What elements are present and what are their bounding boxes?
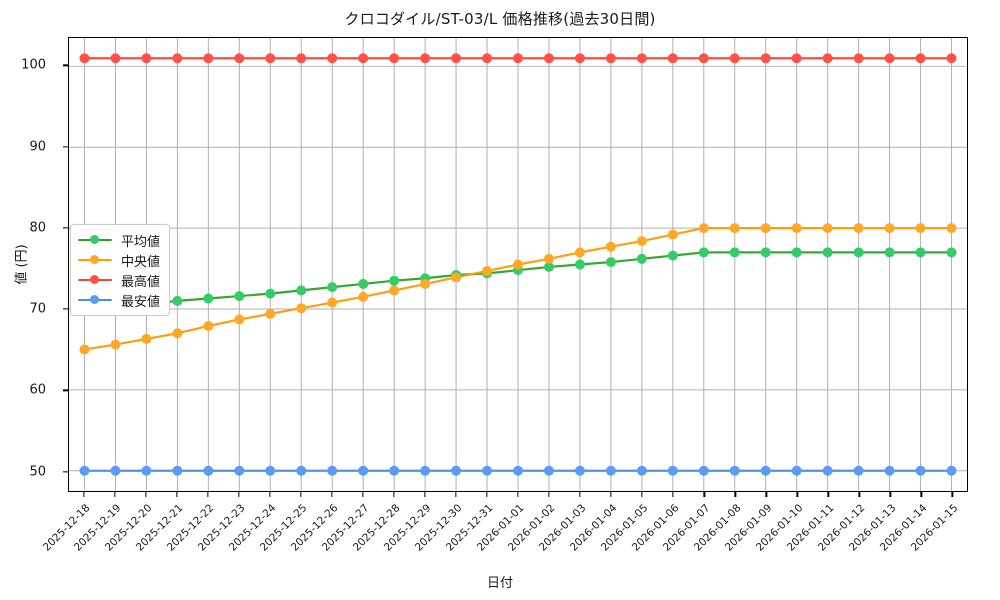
- x-axis-tick-mark: [796, 492, 798, 497]
- legend-item-4[interactable]: 最安値: [78, 290, 160, 310]
- x-axis-tick-mark: [858, 492, 861, 497]
- x-axis-tick-mark: [517, 492, 519, 497]
- x-axis-tick-mark: [641, 492, 643, 497]
- chart-legend[interactable]: 平均値中央値最高値最安値: [70, 224, 171, 316]
- legend-marker-icon: [78, 253, 112, 267]
- y-axis-tick-mark: [63, 64, 68, 67]
- x-axis-tick-mark: [238, 492, 240, 497]
- legend-label: 最高値: [121, 274, 161, 290]
- x-axis-tick-mark: [610, 492, 612, 497]
- x-axis-tick-mark: [889, 492, 892, 497]
- grid-lines: [69, 38, 967, 491]
- x-axis-tick-mark: [486, 492, 488, 497]
- y-axis-title: 値 (円): [14, 244, 30, 285]
- y-axis-tick-label: 80: [29, 220, 46, 236]
- legend-item-2[interactable]: 中央値: [78, 250, 160, 270]
- data-series-layer: [79, 53, 957, 476]
- y-axis-tick-label: 100: [21, 57, 46, 73]
- x-axis-tick-mark: [393, 492, 395, 497]
- y-axis-tick-label: 70: [29, 301, 46, 317]
- chart-title: クロコダイル/ST-03/L 価格推移(過去30日間): [344, 10, 656, 28]
- x-axis-tick-mark: [144, 492, 147, 497]
- legend-marker-icon: [78, 233, 112, 247]
- legend-marker-icon: [78, 273, 112, 287]
- x-axis-tick-mark: [362, 492, 364, 497]
- x-axis-tick-mark: [579, 492, 581, 497]
- x-axis-tick-mark: [269, 492, 271, 497]
- x-axis-tick-mark: [703, 492, 705, 497]
- x-axis-tick-mark: [300, 492, 302, 497]
- y-axis-tick-labels: 50 60 70 80 90 100: [0, 37, 58, 492]
- x-axis-tick-mark: [455, 492, 457, 497]
- x-axis-tick-mark: [765, 492, 767, 497]
- legend-label: 中央値: [121, 254, 161, 270]
- x-axis-tick-mark: [175, 492, 178, 497]
- x-axis-tick-mark: [424, 492, 426, 497]
- y-axis-tick-label: 90: [29, 139, 46, 155]
- y-axis-tick-mark: [63, 146, 68, 148]
- x-axis-tick-mark: [920, 492, 923, 497]
- x-axis-tick-mark: [827, 492, 829, 497]
- x-axis-tick-mark: [82, 492, 85, 497]
- y-axis-tick-label: 60: [29, 382, 46, 398]
- legend-marker-icon: [78, 293, 112, 307]
- x-axis-tick-mark: [206, 492, 209, 497]
- y-axis-tick-mark: [63, 227, 68, 229]
- legend-item-3[interactable]: 最高値: [78, 270, 160, 290]
- plot-area: [68, 37, 968, 492]
- legend-label: 最安値: [121, 294, 161, 310]
- y-axis-tick-mark: [63, 308, 68, 310]
- x-axis-title: 日付: [486, 576, 513, 591]
- x-axis-tick-mark: [734, 492, 736, 497]
- y-axis-tick-label: 50: [29, 464, 46, 480]
- legend-item-1[interactable]: 平均値: [78, 230, 160, 250]
- legend-label: 平均値: [121, 234, 161, 250]
- x-axis-tick-mark: [951, 492, 954, 497]
- y-axis-tick-mark: [63, 471, 68, 473]
- x-axis-tick-mark: [548, 492, 550, 497]
- x-axis-tick-mark: [672, 492, 674, 497]
- x-axis-tick-mark: [113, 492, 116, 497]
- x-axis-tick-mark: [331, 492, 333, 497]
- y-axis-tick-mark: [63, 389, 68, 392]
